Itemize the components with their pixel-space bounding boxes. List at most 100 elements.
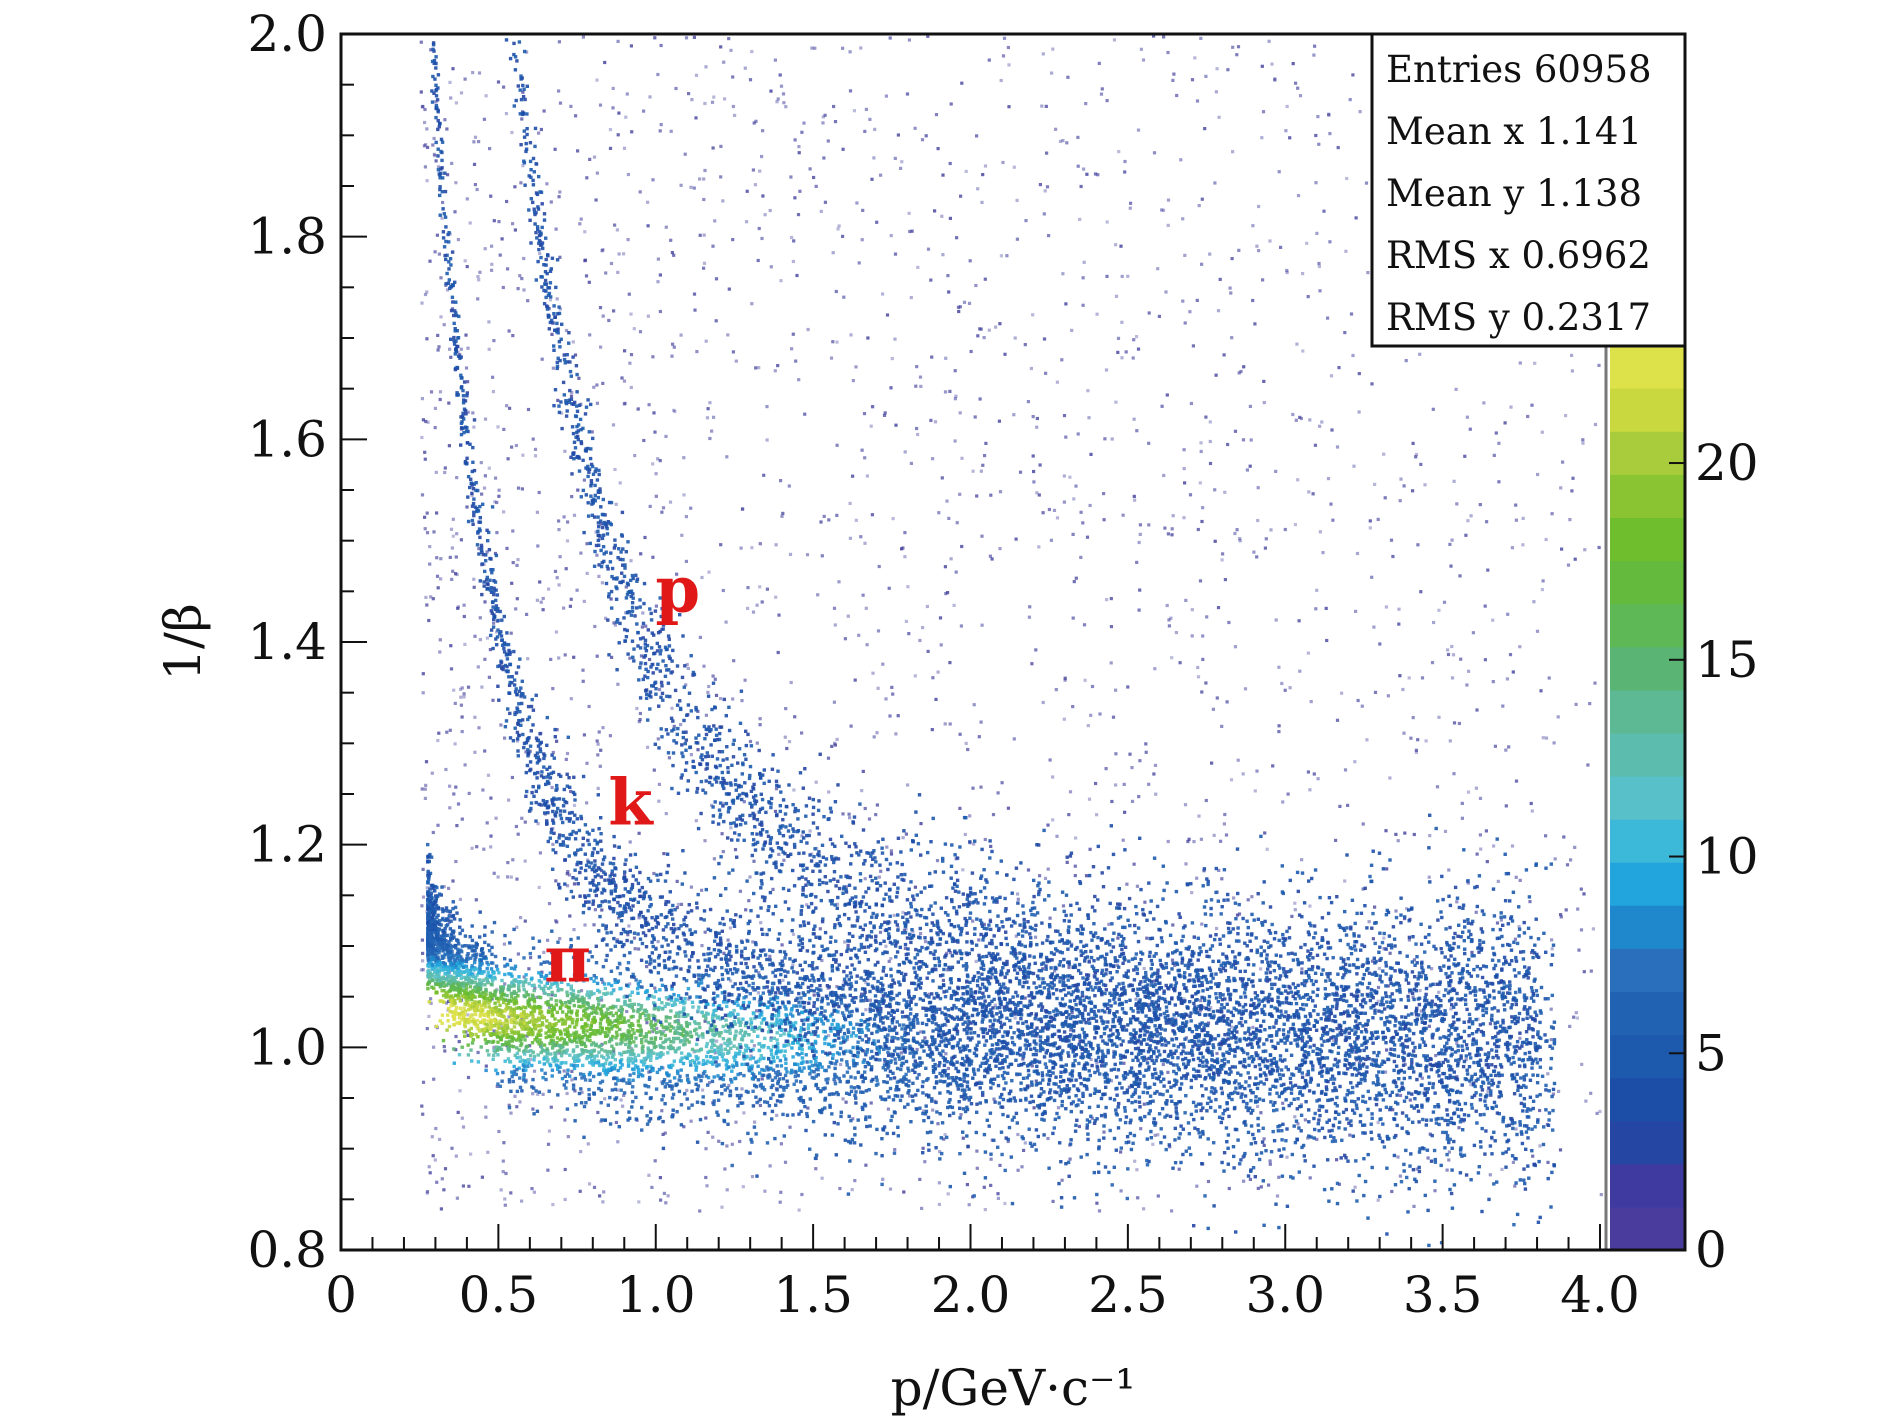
scatter-point bbox=[510, 130, 514, 135]
scatter-point bbox=[424, 595, 428, 599]
scatter-point bbox=[467, 1184, 471, 1188]
scatter-point bbox=[453, 210, 457, 214]
scatter-point bbox=[503, 1203, 507, 1207]
scatter-point bbox=[997, 1052, 1001, 1057]
scatter-point bbox=[551, 687, 555, 691]
scatter-point bbox=[861, 593, 865, 597]
scatter-point bbox=[1146, 1086, 1150, 1090]
scatter-point bbox=[872, 1039, 876, 1043]
scatter-point bbox=[1193, 56, 1197, 60]
scatter-point bbox=[848, 536, 852, 540]
scatter-point bbox=[1083, 678, 1087, 682]
scatter-point bbox=[565, 539, 570, 543]
scatter-point bbox=[1366, 986, 1370, 990]
scatter-point bbox=[539, 600, 543, 604]
scatter-point bbox=[533, 454, 538, 458]
scatter-point bbox=[910, 229, 914, 233]
scatter-point bbox=[1156, 267, 1160, 271]
scatter-point bbox=[1089, 1016, 1093, 1021]
scatter-point bbox=[570, 390, 574, 395]
scatter-point bbox=[600, 249, 604, 253]
scatter-point bbox=[979, 785, 983, 789]
scatter-point bbox=[958, 1152, 962, 1156]
scatter-point bbox=[921, 626, 925, 630]
scatter-point bbox=[959, 1113, 963, 1117]
scatter-point bbox=[896, 926, 900, 930]
scatter-point bbox=[1142, 1102, 1146, 1106]
scatter-point bbox=[1249, 1111, 1253, 1115]
scatter-point bbox=[1209, 1006, 1213, 1010]
scatter-point bbox=[1259, 967, 1263, 971]
scatter-point bbox=[997, 419, 1001, 423]
scatter-point bbox=[1282, 1032, 1286, 1037]
scatter-point bbox=[453, 742, 457, 746]
scatter-point bbox=[702, 261, 707, 265]
scatter-point bbox=[1268, 239, 1272, 243]
scatter-point bbox=[1522, 1083, 1526, 1088]
scatter-point bbox=[1229, 1019, 1233, 1024]
scatter-point bbox=[569, 997, 574, 1001]
scatter-point bbox=[1082, 260, 1086, 264]
scatter-point bbox=[1402, 1020, 1406, 1024]
scatter-point bbox=[717, 1139, 721, 1143]
scatter-point bbox=[837, 1052, 842, 1056]
scatter-point bbox=[594, 1032, 598, 1036]
scatter-point bbox=[671, 1003, 675, 1007]
scatter-point bbox=[612, 1049, 616, 1053]
scatter-point bbox=[483, 474, 487, 478]
scatter-point bbox=[1324, 606, 1328, 610]
scatter-point bbox=[434, 982, 438, 986]
scatter-point bbox=[1038, 874, 1042, 878]
scatter-point bbox=[518, 274, 522, 278]
scatter-point bbox=[1399, 1180, 1404, 1184]
scatter-point bbox=[792, 239, 796, 243]
scatter-point bbox=[1096, 1055, 1101, 1060]
scatter-point bbox=[1081, 1067, 1086, 1071]
scatter-point bbox=[1376, 1198, 1380, 1202]
scatter-point bbox=[1128, 998, 1132, 1002]
scatter-point bbox=[1225, 1107, 1230, 1111]
scatter-point bbox=[497, 494, 501, 498]
scatter-point bbox=[492, 871, 496, 875]
scatter-point bbox=[446, 981, 450, 986]
scatter-point bbox=[904, 619, 908, 623]
scatter-point bbox=[1385, 867, 1389, 871]
scatter-point bbox=[909, 296, 913, 300]
scatter-point bbox=[1190, 608, 1194, 612]
scatter-point bbox=[1407, 676, 1411, 680]
scatter-point bbox=[1022, 1061, 1026, 1066]
scatter-point bbox=[837, 224, 841, 228]
scatter-point bbox=[1343, 1096, 1347, 1100]
scatter-point bbox=[952, 603, 956, 607]
scatter-point bbox=[1437, 1122, 1441, 1127]
scatter-point bbox=[1158, 1013, 1163, 1017]
scatter-point bbox=[720, 1141, 725, 1146]
scatter-point bbox=[1037, 1017, 1041, 1022]
scatter-point bbox=[1157, 314, 1161, 318]
scatter-point bbox=[1291, 62, 1295, 66]
scatter-point bbox=[1329, 374, 1334, 378]
scatter-point bbox=[425, 603, 429, 607]
scatter-point bbox=[541, 608, 545, 612]
scatter-point bbox=[726, 333, 730, 337]
scatter-point bbox=[756, 1064, 760, 1068]
scatter-point bbox=[1478, 833, 1482, 837]
scatter-point bbox=[537, 885, 541, 889]
scatter-point bbox=[1390, 1189, 1394, 1194]
scatter-point bbox=[903, 531, 907, 535]
scatter-point bbox=[883, 1059, 887, 1064]
scatter-point bbox=[648, 1117, 653, 1121]
scatter-point bbox=[1255, 555, 1259, 559]
scatter-point bbox=[869, 424, 873, 428]
scatter-point bbox=[1544, 1083, 1548, 1088]
scatter-point bbox=[1183, 803, 1188, 807]
scatter-point bbox=[564, 1061, 568, 1065]
scatter-point bbox=[876, 1039, 880, 1043]
scatter-point bbox=[510, 1074, 514, 1079]
scatter-point bbox=[778, 1200, 782, 1204]
scatter-point bbox=[531, 1015, 535, 1019]
scatter-point bbox=[797, 1053, 801, 1057]
scatter-point bbox=[449, 96, 453, 100]
scatter-point bbox=[702, 233, 706, 237]
scatter-point bbox=[1216, 309, 1221, 313]
